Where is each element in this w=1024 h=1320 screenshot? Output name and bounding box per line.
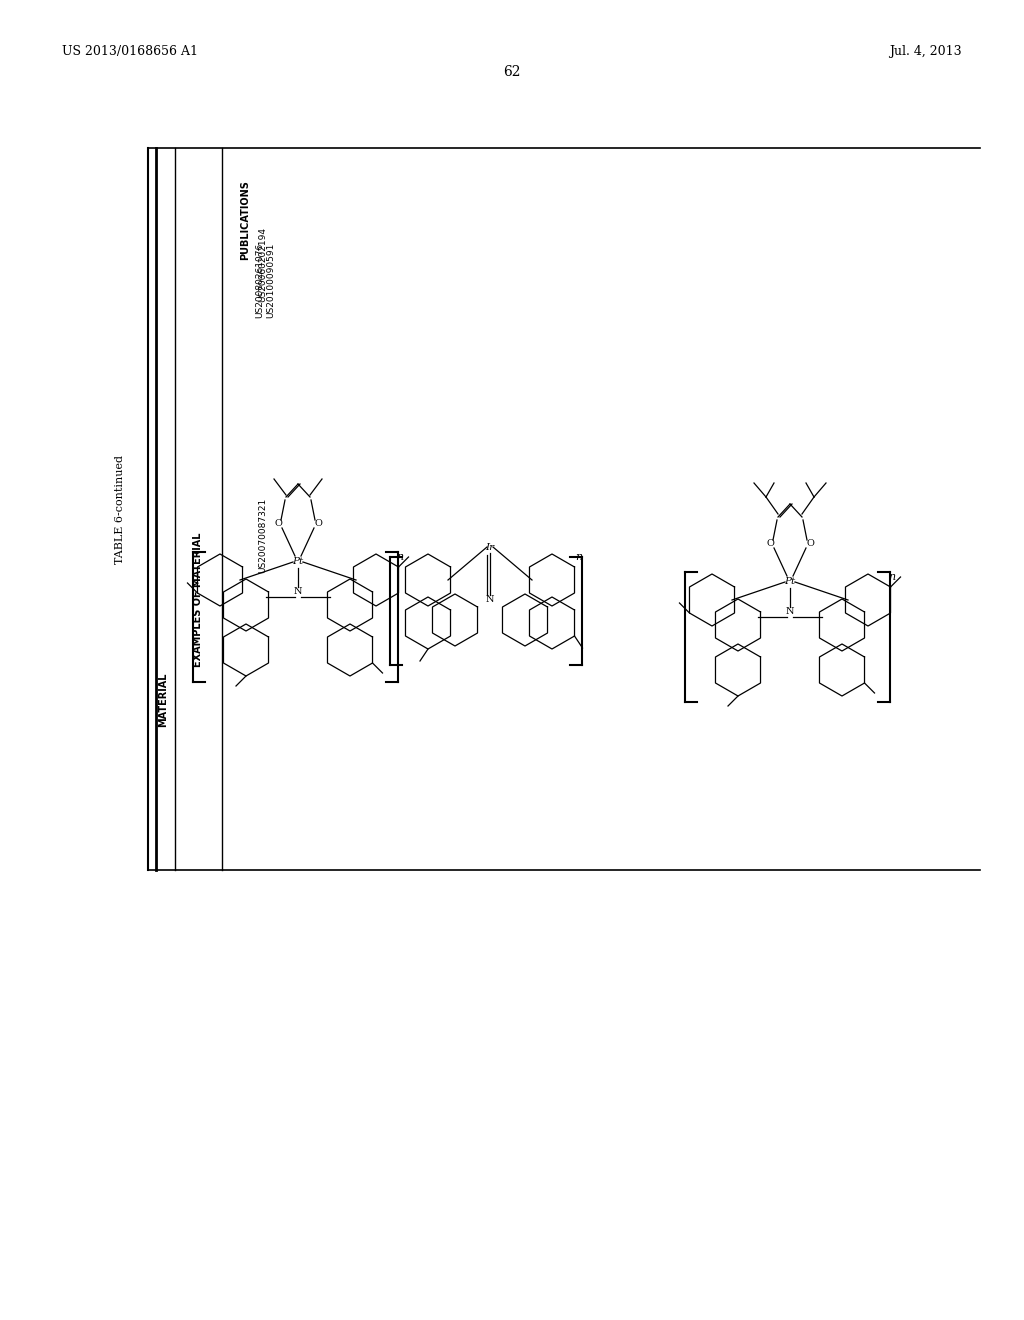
- Text: Ir: Ir: [485, 543, 495, 552]
- Text: n: n: [888, 572, 895, 582]
- Text: EXAMPLES OF MATERIAL: EXAMPLES OF MATERIAL: [193, 533, 203, 667]
- Text: O: O: [806, 540, 814, 549]
- Text: n: n: [396, 552, 403, 562]
- Text: O: O: [766, 540, 774, 549]
- Text: US20080261076: US20080261076: [256, 243, 264, 318]
- Text: TABLE 6-continued: TABLE 6-continued: [115, 455, 125, 565]
- Text: Pt: Pt: [293, 557, 303, 566]
- Text: O: O: [314, 520, 322, 528]
- Text: n: n: [575, 552, 582, 562]
- Text: Pt: Pt: [784, 578, 796, 586]
- Text: N: N: [785, 607, 795, 616]
- Text: PUBLICATIONS: PUBLICATIONS: [240, 180, 250, 260]
- Text: US 2013/0168656 A1: US 2013/0168656 A1: [62, 45, 198, 58]
- Text: N: N: [294, 587, 302, 597]
- Text: 62: 62: [503, 65, 521, 79]
- Text: N: N: [485, 595, 495, 605]
- Text: US20100090591: US20100090591: [266, 243, 275, 318]
- Text: US20060202194: US20060202194: [258, 227, 267, 302]
- Text: MATERIAL: MATERIAL: [158, 673, 168, 727]
- Text: Jul. 4, 2013: Jul. 4, 2013: [890, 45, 962, 58]
- Text: US20070087321: US20070087321: [258, 498, 267, 573]
- Text: O: O: [274, 520, 282, 528]
